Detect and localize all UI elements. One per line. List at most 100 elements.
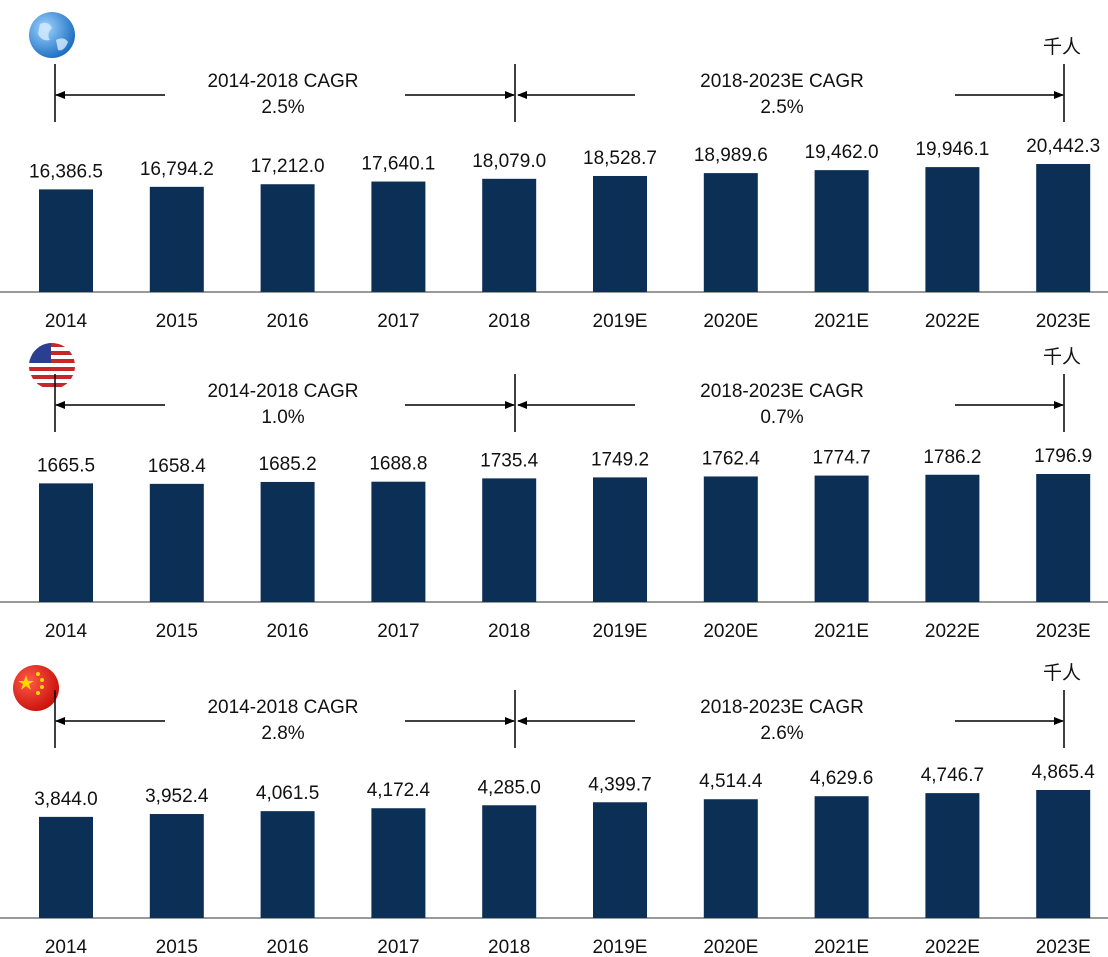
value-label: 1796.9 [1034, 446, 1092, 467]
value-label: 17,212.0 [251, 156, 325, 177]
globe-icon [29, 12, 75, 58]
value-label: 1749.2 [591, 449, 649, 470]
x-tick-label: 2015 [156, 311, 198, 332]
value-label: 4,285.0 [477, 777, 540, 798]
bar [703, 799, 758, 918]
cagr-text: 2.5% [261, 97, 304, 118]
x-tick-label: 2020E [703, 311, 758, 332]
x-tick-label: 2015 [156, 937, 198, 957]
value-label: 1688.8 [369, 454, 427, 475]
bar [149, 483, 204, 602]
value-label: 19,946.1 [915, 139, 989, 160]
cagr-text: 2014-2018 CAGR [207, 381, 358, 402]
x-tick-label: 2018 [488, 937, 530, 957]
value-label: 18,989.6 [694, 145, 768, 166]
unit-label: 千人 [1043, 346, 1081, 368]
bar [371, 481, 426, 602]
value-label: 4,865.4 [1031, 762, 1095, 783]
us-flag-icon [29, 343, 75, 389]
value-label: 4,514.4 [699, 771, 763, 792]
x-tick-label: 2020E [703, 621, 758, 642]
x-tick-label: 2019E [593, 311, 648, 332]
x-tick-label: 2022E [925, 311, 980, 332]
cagr-text: 2018-2023E CAGR [700, 381, 864, 402]
bar [814, 170, 869, 292]
x-tick-label: 2014 [45, 937, 88, 957]
value-label: 1685.2 [259, 454, 317, 475]
bar [149, 814, 204, 918]
x-tick-label: 2023E [1036, 311, 1091, 332]
bar [260, 184, 315, 292]
x-tick-label: 2021E [814, 311, 869, 332]
bar [1036, 474, 1091, 602]
value-label: 18,079.0 [472, 151, 546, 172]
value-label: 4,399.7 [588, 774, 651, 795]
bar [39, 816, 93, 918]
bar [1036, 790, 1091, 918]
x-tick-label: 2014 [45, 311, 88, 332]
value-label: 4,746.7 [921, 765, 984, 786]
x-tick-label: 2017 [377, 311, 419, 332]
bar [593, 175, 647, 292]
value-label: 1762.4 [702, 448, 761, 469]
x-tick-label: 2022E [925, 937, 980, 957]
x-tick-label: 2017 [377, 621, 419, 642]
bar [703, 476, 758, 602]
value-label: 19,462.0 [805, 142, 879, 163]
china-flag-icon [13, 665, 59, 711]
bar [593, 802, 647, 918]
x-tick-label: 2021E [814, 937, 869, 957]
value-label: 16,386.5 [29, 161, 103, 182]
value-label: 16,794.2 [140, 159, 214, 180]
bar [371, 181, 426, 292]
value-label: 1735.4 [480, 450, 539, 471]
value-label: 1658.4 [148, 456, 207, 477]
cagr-text: 0.7% [760, 407, 803, 428]
bar [814, 475, 869, 602]
value-label: 3,952.4 [145, 786, 209, 807]
bar [39, 483, 93, 602]
x-tick-label: 2018 [488, 311, 530, 332]
cagr-text: 2018-2023E CAGR [700, 71, 864, 92]
cagr-text: 2014-2018 CAGR [207, 697, 358, 718]
bar [925, 793, 980, 918]
x-tick-label: 2018 [488, 621, 530, 642]
cagr-text: 1.0% [261, 407, 304, 428]
x-tick-label: 2019E [593, 937, 648, 957]
value-label: 1786.2 [923, 447, 981, 468]
x-tick-label: 2020E [703, 937, 758, 957]
cagr-text: 2018-2023E CAGR [700, 697, 864, 718]
value-label: 20,442.3 [1026, 136, 1100, 157]
value-label: 17,640.1 [361, 154, 435, 175]
unit-label: 千人 [1043, 36, 1081, 58]
bar [482, 178, 537, 292]
bar [39, 189, 93, 292]
value-label: 4,629.6 [810, 768, 873, 789]
x-tick-label: 2021E [814, 621, 869, 642]
value-label: 4,061.5 [256, 783, 319, 804]
unit-label: 千人 [1043, 662, 1081, 684]
cagr-text: 2.6% [760, 723, 803, 744]
bar [1036, 164, 1091, 292]
x-tick-label: 2016 [266, 311, 308, 332]
x-tick-label: 2023E [1036, 621, 1091, 642]
value-label: 3,844.0 [34, 789, 97, 810]
bar [482, 805, 537, 918]
bar [925, 474, 980, 602]
bar [925, 167, 980, 292]
cagr-text: 2.5% [760, 97, 803, 118]
value-label: 4,172.4 [367, 780, 431, 801]
bar [703, 173, 758, 292]
bar [371, 808, 426, 918]
x-tick-label: 2019E [593, 621, 648, 642]
value-label: 1665.5 [37, 455, 95, 476]
bar [593, 477, 647, 602]
x-tick-label: 2014 [45, 621, 88, 642]
value-label: 18,528.7 [583, 148, 657, 169]
x-tick-label: 2023E [1036, 937, 1091, 957]
bar [149, 186, 204, 292]
x-tick-label: 2022E [925, 621, 980, 642]
x-tick-label: 2017 [377, 937, 419, 957]
x-tick-label: 2016 [266, 937, 308, 957]
